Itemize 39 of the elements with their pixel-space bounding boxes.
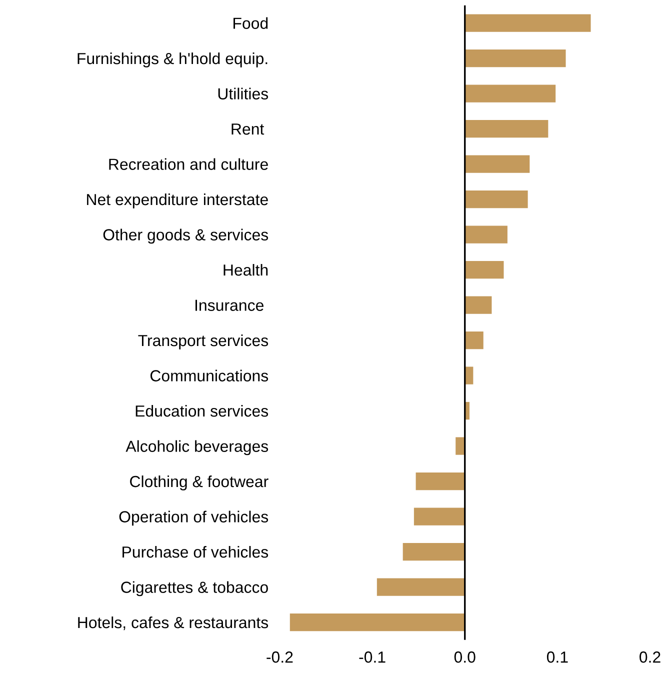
y-tick-label: Communications — [150, 370, 268, 382]
bar — [290, 613, 465, 632]
bar — [464, 331, 484, 350]
x-tick-label: 0.1 — [546, 651, 568, 663]
y-tick-label: Clothing & footwear — [130, 475, 268, 490]
bar — [464, 155, 530, 173]
y-tick-label: Purchase of vehicles — [122, 546, 268, 558]
y-tick-label: Recreation and culture — [109, 158, 268, 170]
bar — [464, 190, 528, 208]
x-tick-label: 0.0 — [454, 651, 476, 663]
bar — [414, 508, 465, 526]
x-tick-label: 0.2 — [640, 651, 660, 663]
bar — [464, 296, 492, 314]
y-tick-label: Cigarettes & tobacco — [121, 581, 268, 596]
bar — [376, 578, 465, 596]
x-tick-label: -0.2 — [266, 651, 293, 663]
bar — [416, 472, 465, 490]
bar — [464, 14, 591, 32]
y-tick-label: Net expenditure interstate — [87, 193, 268, 208]
y-tick-label: Health — [224, 264, 268, 276]
x-tick-label: -0.1 — [359, 651, 386, 663]
y-tick-label: Food — [234, 17, 268, 29]
y-tick-label: Alcoholic beverages — [126, 440, 268, 456]
y-tick-label: Transport services — [138, 334, 268, 350]
bar — [464, 260, 504, 279]
bar — [464, 226, 508, 244]
y-tick-label: Other goods & services — [103, 228, 268, 244]
bar — [464, 84, 556, 102]
y-tick-label: Operation of vehicles — [119, 510, 268, 526]
bar — [402, 542, 465, 561]
bar — [464, 366, 474, 384]
y-tick-label: Furnishings & h'hold equip. — [78, 52, 268, 68]
y-tick-label: Insurance — [196, 300, 264, 311]
y-tick-label: Hotels, cafes & restaurants — [78, 616, 268, 630]
y-tick-label: Rent — [232, 124, 264, 135]
bar — [464, 49, 566, 68]
y-tick-label: Education services — [136, 404, 268, 417]
y-tick-label: Utilities — [218, 88, 268, 100]
bar — [464, 120, 548, 138]
